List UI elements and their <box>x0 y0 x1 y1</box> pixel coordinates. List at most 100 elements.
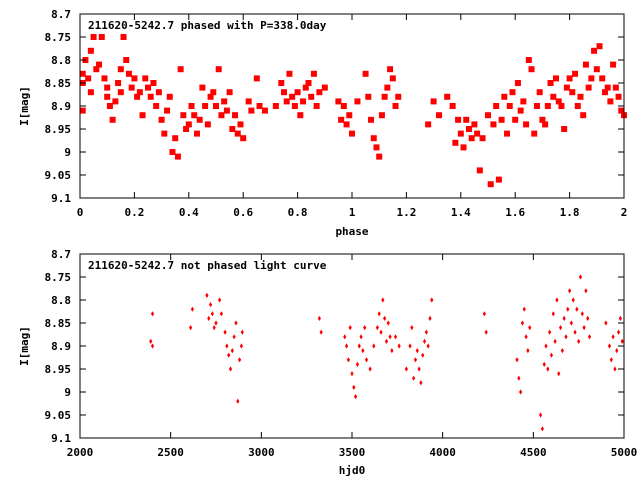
unphased-y-tick-label: 8.8 <box>51 294 71 307</box>
phased-data-point <box>533 103 540 109</box>
unphased-x-tick-label: 3500 <box>339 446 366 459</box>
unphased-x-tick-label: 3000 <box>248 446 275 459</box>
unphased-y-tick-label: 8.7 <box>51 248 71 261</box>
phased-x-tick-label: 0.2 <box>124 206 144 219</box>
unphased-data-point <box>571 297 575 303</box>
phased-data-point <box>593 66 600 73</box>
unphased-data-point <box>239 343 243 349</box>
phased-data-point <box>338 116 345 123</box>
unphased-data-point <box>410 325 414 331</box>
unphased-data-point <box>618 315 622 321</box>
phased-data-point <box>582 61 589 68</box>
phased-data-point <box>166 93 173 100</box>
phased-x-tick-label: 1 <box>349 206 356 219</box>
unphased-y-tick-label: 9 <box>64 386 71 399</box>
phased-data-point <box>283 98 290 105</box>
unphased-data-point <box>225 343 229 349</box>
unphased-data-point <box>189 325 193 331</box>
unphased-data-point <box>363 325 367 331</box>
phased-data-point <box>106 103 113 109</box>
phased-data-point <box>316 89 323 96</box>
phased-data-point <box>210 89 217 96</box>
unphased-data-point <box>207 315 211 321</box>
unphased-data-point <box>426 343 430 349</box>
phased-data-point <box>384 84 391 91</box>
unphased-data-point <box>528 325 532 331</box>
phased-data-point <box>98 34 105 40</box>
unphased-data-point <box>604 320 608 326</box>
phased-data-point <box>87 47 94 54</box>
phased-data-point <box>362 70 369 77</box>
unphased-data-point <box>393 334 398 340</box>
unphased-data-point <box>524 334 528 340</box>
phased-data-point <box>485 112 491 119</box>
unphased-y-tick-label: 9.1 <box>51 432 71 445</box>
phased-data-point <box>120 34 127 40</box>
phased-data-point <box>272 103 279 109</box>
phased-y-tick-label: 8.85 <box>45 77 72 90</box>
phased-y-tick-label: 8.75 <box>45 31 72 44</box>
phased-data-point <box>463 116 470 123</box>
unphased-data-point <box>352 384 356 390</box>
unphased-data-point <box>421 352 425 358</box>
phased-x-tick-label: 1.2 <box>396 206 416 219</box>
unphased-data-point <box>355 361 360 367</box>
phased-data-point <box>104 93 111 100</box>
unphased-data-point <box>430 297 434 303</box>
phased-data-point <box>572 70 579 77</box>
phased-data-point <box>234 130 241 137</box>
unphased-data-point <box>190 306 195 312</box>
unphased-data-point <box>397 343 401 349</box>
unphased-data-point <box>381 297 385 303</box>
phased-data-point <box>207 93 214 100</box>
phased-data-point <box>436 112 443 119</box>
phased-data-point <box>289 93 296 100</box>
phased-data-point <box>248 107 255 114</box>
unphased-x-axis-title: hjd0 <box>339 464 366 477</box>
phased-data-point <box>566 75 573 82</box>
phased-x-tick-label: 1.4 <box>451 206 471 219</box>
unphased-data-point <box>350 371 354 377</box>
phased-data-point <box>183 126 190 132</box>
phased-data-point <box>610 61 617 68</box>
phased-data-point <box>474 130 481 137</box>
phased-data-point <box>392 103 399 109</box>
phased-x-ticks: 0 0.2 0.4 0.6 0.8 1 1.2 1.4 1.6 1.8 2 <box>77 14 627 219</box>
phased-data-point <box>185 121 192 128</box>
phased-data-point <box>93 66 100 73</box>
phased-data-point <box>591 47 598 54</box>
phased-data-point <box>596 43 603 50</box>
unphased-data-point <box>620 338 624 344</box>
unphased-data-point <box>390 348 394 354</box>
phased-data-point <box>604 84 611 91</box>
phased-data-point <box>373 144 380 151</box>
phased-data-point <box>569 89 576 96</box>
phased-light-curve-panel: 0 0.2 0.4 0.6 0.8 1 1.2 1.4 1.6 1.8 2 8.78.758.88.… <box>18 8 627 238</box>
phased-data-point <box>346 112 353 119</box>
unphased-data-point <box>422 338 427 344</box>
phased-data-point <box>536 89 543 96</box>
phased-data-point <box>147 93 154 100</box>
unphased-data-point <box>227 352 231 358</box>
unphased-data-point <box>404 366 408 372</box>
phased-data-point <box>191 112 198 119</box>
phased-data-point <box>134 93 141 100</box>
unphased-data-point <box>408 343 412 349</box>
phased-data-point <box>563 84 570 91</box>
unphased-data-point <box>343 334 347 340</box>
unphased-data-point <box>240 329 244 335</box>
phased-data-point <box>286 70 293 77</box>
phased-data-point <box>615 93 622 100</box>
phased-data-point <box>542 121 549 128</box>
phased-data-point <box>199 84 206 91</box>
unphased-data-point <box>236 398 240 404</box>
phased-data-point <box>452 139 459 146</box>
phased-data-point <box>226 89 233 96</box>
phased-data-point <box>376 153 383 160</box>
phased-x-axis-title: phase <box>335 225 368 238</box>
phased-data-point <box>389 75 396 82</box>
unphased-x-tick-label: 2500 <box>157 446 184 459</box>
phased-data-point <box>310 70 317 77</box>
phased-data-point <box>145 84 151 91</box>
